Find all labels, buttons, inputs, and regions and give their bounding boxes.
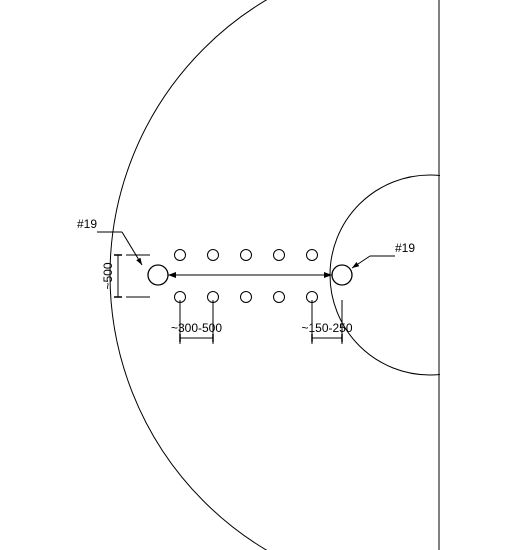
inner-column-circle xyxy=(330,175,521,375)
diagram-root: ~500 ~300-500 ~150-250 #19 #19 xyxy=(77,0,521,550)
connector-arrow xyxy=(324,272,332,278)
rebar-top xyxy=(175,250,186,261)
rebar-bottom xyxy=(241,292,252,303)
leader-arrow xyxy=(136,258,142,265)
label-bar-size: #19 xyxy=(395,241,415,255)
rebar-top xyxy=(208,250,219,261)
rebar-top xyxy=(241,250,252,261)
dim-line-300-500-label: ~300-500 xyxy=(171,321,222,335)
main-bar-right xyxy=(332,265,352,285)
dim-label-500: ~500 xyxy=(101,262,115,289)
leader-arrow xyxy=(352,262,359,268)
rebar-bottom xyxy=(274,292,285,303)
rebar-top xyxy=(274,250,285,261)
dim-line-150-250-label: ~150-250 xyxy=(301,321,352,335)
rebar-top xyxy=(307,250,318,261)
main-bar-left xyxy=(148,265,168,285)
label-bar-size: #19 xyxy=(77,217,97,231)
connector-arrow xyxy=(168,272,176,278)
